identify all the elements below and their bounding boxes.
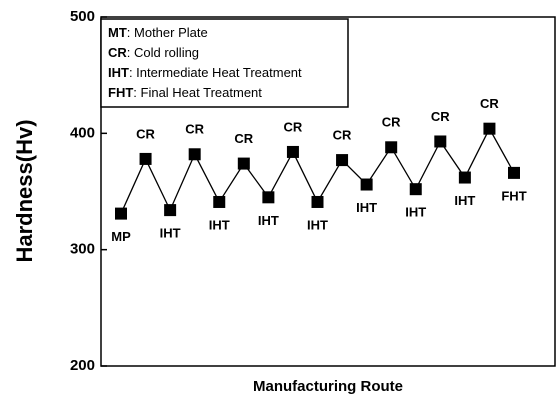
note: MT: Mother Plate — [108, 25, 208, 40]
point-label: IHT — [405, 205, 426, 220]
marker — [311, 195, 324, 208]
y-tick-label: 200 — [70, 357, 95, 374]
plot-frame — [100, 16, 556, 367]
marker — [164, 204, 177, 217]
marker — [213, 195, 226, 208]
marker — [188, 148, 201, 161]
note-abbr: IHT — [108, 65, 129, 80]
x-axis-label: Manufacturing Route — [253, 378, 403, 395]
marker — [115, 207, 127, 220]
note-text: : Intermediate Heat Treatment — [129, 65, 302, 80]
marker — [286, 145, 299, 158]
point-label: IHT — [258, 213, 279, 228]
point-label: FHT — [501, 188, 526, 203]
marker — [409, 183, 422, 196]
marker — [434, 135, 447, 148]
point-label: CR — [234, 131, 253, 146]
note: FHT: Final Heat Treatment — [108, 85, 262, 100]
note-abbr: FHT — [108, 85, 133, 100]
marker — [508, 166, 520, 179]
point-label: CR — [431, 109, 450, 124]
point-label: CR — [382, 115, 401, 130]
point-label: IHT — [454, 193, 475, 208]
point-label: MP — [111, 229, 131, 244]
y-axis-label: Hardness(Hv) — [12, 119, 37, 262]
point-label: CR — [136, 126, 155, 141]
point-label: CR — [284, 119, 303, 134]
marker — [237, 157, 250, 170]
marker — [139, 152, 152, 165]
y-tick-label: 500 — [70, 8, 95, 25]
marker — [483, 122, 496, 135]
marker — [360, 178, 373, 191]
point-label: CR — [333, 128, 352, 143]
y-tick-label: 400 — [70, 124, 95, 141]
marker — [336, 154, 349, 167]
note-text: : Final Heat Treatment — [133, 85, 262, 100]
note: IHT: Intermediate Heat Treatment — [108, 65, 302, 80]
note-text: : Mother Plate — [127, 25, 208, 40]
note-text: : Cold rolling — [127, 45, 199, 60]
marker — [385, 141, 398, 154]
point-label: IHT — [209, 217, 230, 232]
point-label: CR — [480, 96, 499, 111]
note-box — [100, 18, 349, 108]
point-label: IHT — [356, 200, 377, 215]
point-label: IHT — [160, 226, 181, 241]
y-tick-label: 300 — [70, 241, 95, 258]
marker — [262, 191, 275, 204]
point-label: IHT — [307, 217, 328, 232]
note: CR: Cold rolling — [108, 45, 199, 60]
note-abbr: CR — [108, 45, 127, 60]
marker — [458, 171, 471, 184]
note-abbr: MT — [108, 25, 127, 40]
point-label: CR — [185, 122, 204, 137]
